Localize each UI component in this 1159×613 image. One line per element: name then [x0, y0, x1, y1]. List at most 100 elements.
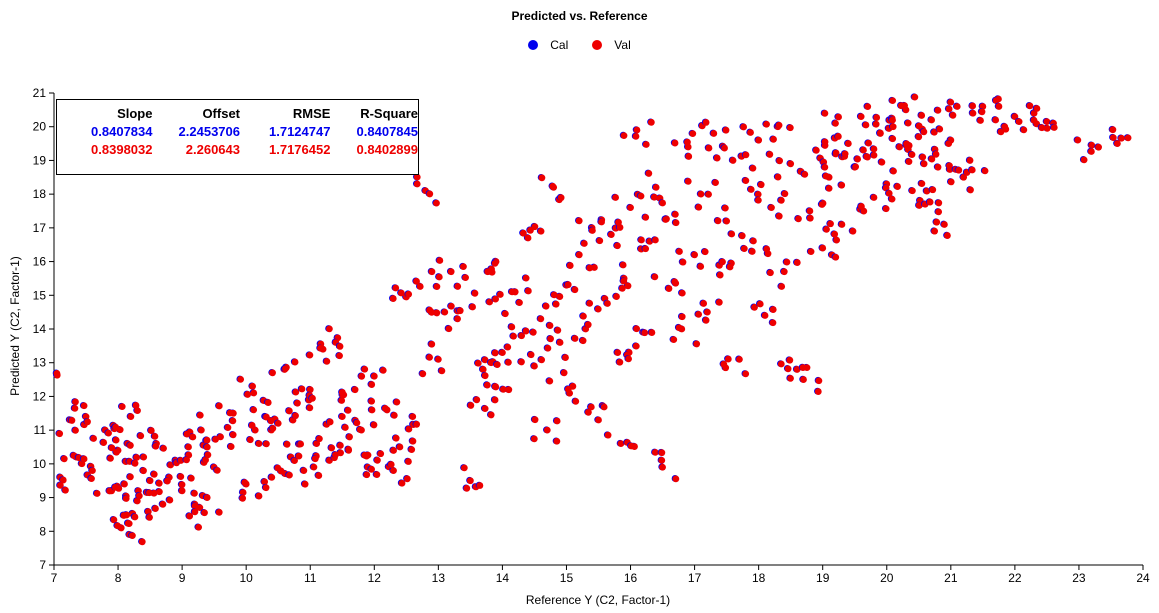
point-val	[508, 288, 516, 296]
point-val	[1118, 134, 1125, 142]
point-val	[896, 143, 903, 151]
point-val	[183, 456, 191, 464]
point-val	[1033, 105, 1041, 112]
point-val	[770, 135, 777, 143]
point-val	[702, 119, 710, 126]
point-val	[697, 190, 705, 198]
point-val	[838, 181, 846, 189]
point-val	[783, 258, 791, 266]
point-val	[1087, 148, 1095, 155]
point-val	[80, 455, 88, 463]
point-val	[978, 108, 986, 116]
point-val	[604, 300, 611, 307]
point-val	[244, 391, 252, 398]
point-val	[786, 124, 794, 132]
point-val	[151, 432, 159, 440]
point-val	[255, 440, 263, 448]
point-val	[239, 489, 247, 496]
point-val	[947, 98, 955, 106]
point-val	[519, 229, 527, 237]
point-val	[504, 343, 512, 351]
point-val	[774, 173, 782, 181]
point-val	[596, 237, 604, 245]
point-val	[433, 309, 441, 317]
tick-labels: 7 8 9 10 11 12 13 14 15 16 17 18 19 20 21 22 23 24 7 8 9 10 11…	[33, 86, 1150, 585]
point-val	[865, 139, 872, 147]
point-val	[761, 312, 769, 319]
legend-item-val[interactable]: Val	[592, 38, 631, 52]
point-val	[215, 508, 223, 516]
point-val	[678, 289, 686, 297]
point-val	[297, 440, 305, 448]
point-val	[915, 133, 923, 141]
point-val	[766, 151, 774, 158]
point-val	[566, 262, 574, 269]
point-val	[835, 113, 842, 121]
point-val	[969, 102, 977, 110]
point-val	[1124, 134, 1132, 142]
point-val	[292, 412, 299, 420]
point-val	[201, 509, 208, 517]
point-val	[671, 139, 679, 147]
point-val	[241, 479, 249, 486]
point-val	[152, 442, 160, 450]
point-val	[920, 160, 928, 168]
point-val	[336, 442, 344, 449]
point-val	[834, 133, 842, 140]
legend-item-cal[interactable]: Cal	[528, 38, 568, 52]
point-val	[159, 500, 167, 508]
point-val	[373, 471, 381, 479]
point-val	[483, 381, 491, 389]
point-val	[438, 367, 446, 375]
point-val	[166, 496, 174, 504]
point-val	[650, 193, 658, 201]
point-val	[379, 366, 387, 374]
point-val	[658, 456, 666, 464]
point-val	[648, 329, 656, 336]
point-val	[806, 214, 814, 222]
point-val	[908, 187, 916, 195]
point-val	[306, 351, 314, 359]
point-val	[831, 230, 839, 238]
point-val	[323, 357, 331, 365]
point-val	[138, 538, 146, 546]
point-val	[672, 219, 680, 227]
point-val	[754, 190, 762, 198]
val-r-square: 0.8402899	[356, 141, 418, 157]
point-val	[531, 416, 539, 424]
point-val	[665, 285, 673, 292]
point-val	[799, 364, 807, 371]
point-val	[586, 299, 594, 307]
point-val	[413, 420, 421, 428]
point-val	[833, 236, 841, 244]
point-val	[337, 449, 345, 457]
point-val	[949, 111, 957, 119]
point-val	[897, 102, 905, 110]
point-val	[821, 138, 829, 146]
point-val	[553, 437, 561, 445]
x-tick-label: 17	[688, 571, 702, 585]
point-val	[691, 251, 698, 259]
point-val	[189, 433, 197, 441]
point-val	[390, 467, 397, 474]
point-val	[705, 144, 713, 152]
point-val	[740, 245, 748, 253]
point-val	[294, 399, 301, 407]
point-val	[346, 433, 353, 441]
point-val	[838, 221, 846, 228]
point-val	[435, 273, 443, 281]
point-val	[716, 271, 724, 279]
x-tick-label: 14	[496, 571, 510, 585]
point-val	[870, 145, 878, 153]
point-val	[328, 444, 336, 452]
point-val	[537, 315, 545, 323]
point-val	[283, 440, 291, 448]
point-val	[642, 141, 650, 148]
point-val	[491, 396, 499, 404]
cal-r-square: 0.8407845	[356, 123, 418, 139]
cal-offset: 2.2453706	[178, 123, 240, 139]
point-val	[408, 446, 416, 454]
point-val	[493, 361, 501, 368]
point-val	[392, 284, 400, 292]
